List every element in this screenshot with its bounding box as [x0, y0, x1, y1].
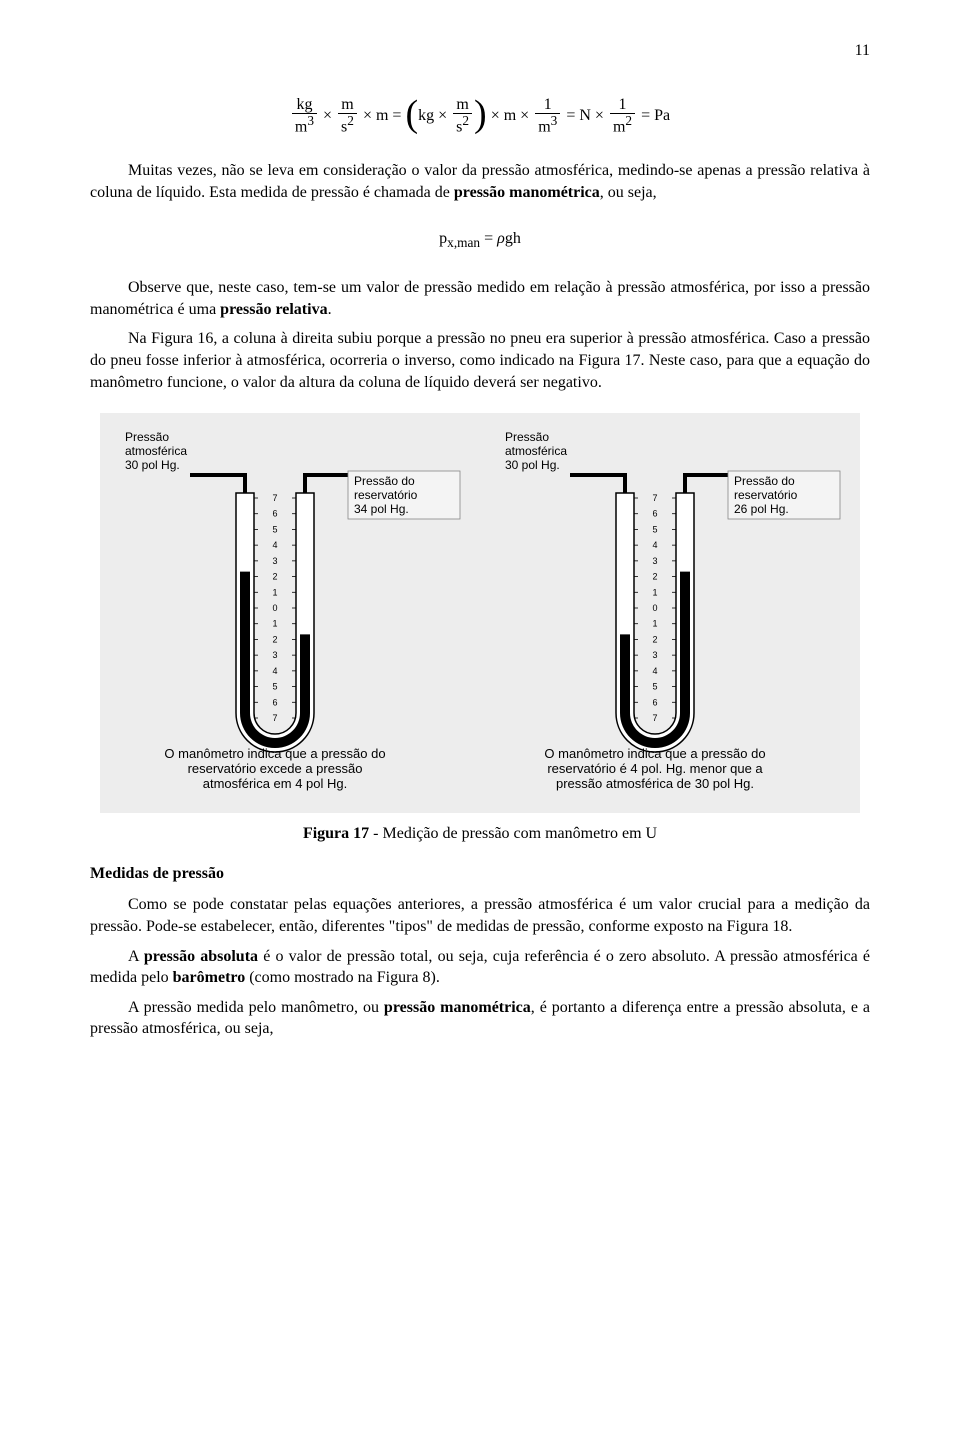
svg-text:3: 3 [272, 650, 277, 660]
svg-text:34 pol Hg.: 34 pol Hg. [354, 502, 409, 516]
svg-text:2: 2 [652, 572, 657, 582]
svg-text:reservatório: reservatório [734, 488, 798, 502]
svg-text:4: 4 [652, 540, 657, 550]
svg-text:7: 7 [652, 493, 657, 503]
caption-text: - Medição de pressão com manômetro em U [369, 825, 657, 842]
svg-text:O manômetro indica que a press: O manômetro indica que a pressão do [544, 746, 765, 761]
svg-text:reservatório: reservatório [354, 488, 418, 502]
figure-17-right-svg: 7 6 5 4 3 2 1 0 1 2 3 4 5 6 7 Pressãoatmosférica30 pol … [490, 423, 850, 803]
paragraph-intro: Muitas vezes, não se leva em consideraçã… [90, 160, 870, 203]
bold-term: pressão manométrica [384, 999, 531, 1016]
paragraph-medidas-1: Como se pode constatar pelas equações an… [90, 894, 870, 937]
bold-term: pressão absoluta [144, 948, 258, 965]
svg-text:pressão atmosférica de 30 pol: pressão atmosférica de 30 pol Hg. [556, 776, 754, 791]
svg-text:7: 7 [272, 493, 277, 503]
svg-text:3: 3 [652, 556, 657, 566]
svg-text:5: 5 [272, 682, 277, 692]
svg-text:Pressão: Pressão [505, 430, 549, 444]
page-number: 11 [90, 40, 870, 62]
caption-label: Figura 17 [303, 825, 369, 842]
svg-text:3: 3 [272, 556, 277, 566]
svg-text:26 pol Hg.: 26 pol Hg. [734, 502, 789, 516]
text: Observe que, neste caso, tem-se um valor… [90, 279, 870, 318]
text: A pressão medida pelo manômetro, ou [128, 999, 384, 1016]
svg-text:0: 0 [652, 603, 657, 613]
svg-text:1: 1 [652, 588, 657, 598]
text: . [328, 301, 332, 318]
svg-text:4: 4 [652, 666, 657, 676]
equation-pman: px,man = ρgh [90, 228, 870, 252]
svg-text:4: 4 [272, 666, 277, 676]
paragraph-medidas-2: A pressão absoluta é o valor de pressão … [90, 946, 870, 989]
bold-term: pressão relativa [220, 301, 327, 318]
paragraph-observe: Observe que, neste caso, tem-se um valor… [90, 277, 870, 320]
svg-text:2: 2 [272, 572, 277, 582]
svg-text:30 pol Hg.: 30 pol Hg. [125, 458, 180, 472]
svg-text:2: 2 [272, 635, 277, 645]
svg-text:reservatório é 4 pol. Hg. meno: reservatório é 4 pol. Hg. menor que a [547, 761, 763, 776]
section-heading: Medidas de pressão [90, 863, 870, 885]
paragraph-fig16: Na Figura 16, a coluna à direita subiu p… [90, 328, 870, 393]
svg-text:6: 6 [652, 509, 657, 519]
text: , ou seja, [600, 184, 657, 201]
text: A [128, 948, 144, 965]
svg-text:5: 5 [652, 682, 657, 692]
svg-text:1: 1 [272, 619, 277, 629]
svg-text:reservatório excede a pressão: reservatório excede a pressão [188, 761, 363, 776]
svg-text:4: 4 [272, 540, 277, 550]
svg-text:2: 2 [652, 635, 657, 645]
text: (como mostrado na Figura 8). [245, 969, 440, 986]
svg-text:6: 6 [272, 698, 277, 708]
svg-text:atmosférica em 4 pol Hg.: atmosférica em 4 pol Hg. [203, 776, 348, 791]
svg-text:1: 1 [272, 588, 277, 598]
bold-term: pressão manométrica [454, 184, 600, 201]
paragraph-medidas-3: A pressão medida pelo manômetro, ou pres… [90, 997, 870, 1040]
svg-text:3: 3 [652, 650, 657, 660]
svg-text:0: 0 [272, 603, 277, 613]
svg-text:5: 5 [272, 525, 277, 535]
svg-text:30 pol Hg.: 30 pol Hg. [505, 458, 560, 472]
svg-text:7: 7 [272, 713, 277, 723]
figure-17-left-svg: 7 6 5 4 3 2 1 0 1 2 3 4 5 6 7 Pressãoatmosférica30 pol … [110, 423, 470, 803]
figure-17: 765432101234567Pressãoatmosférica30 pol … [100, 413, 860, 813]
svg-text:Pressão: Pressão [125, 430, 169, 444]
figure-17-caption: Figura 17 - Medição de pressão com manôm… [90, 823, 870, 845]
svg-text:Pressão do: Pressão do [734, 474, 795, 488]
svg-text:1: 1 [652, 619, 657, 629]
svg-text:atmosférica: atmosférica [125, 444, 187, 458]
equation-units: kgm3 × ms2 × m = (kg × ms2) × m × 1m3 = … [90, 97, 870, 135]
svg-text:O manômetro indica que a press: O manômetro indica que a pressão do [164, 746, 385, 761]
svg-text:7: 7 [652, 713, 657, 723]
svg-text:5: 5 [652, 525, 657, 535]
svg-text:6: 6 [652, 698, 657, 708]
svg-text:atmosférica: atmosférica [505, 444, 567, 458]
svg-text:6: 6 [272, 509, 277, 519]
svg-text:Pressão do: Pressão do [354, 474, 415, 488]
bold-term: barômetro [173, 969, 246, 986]
